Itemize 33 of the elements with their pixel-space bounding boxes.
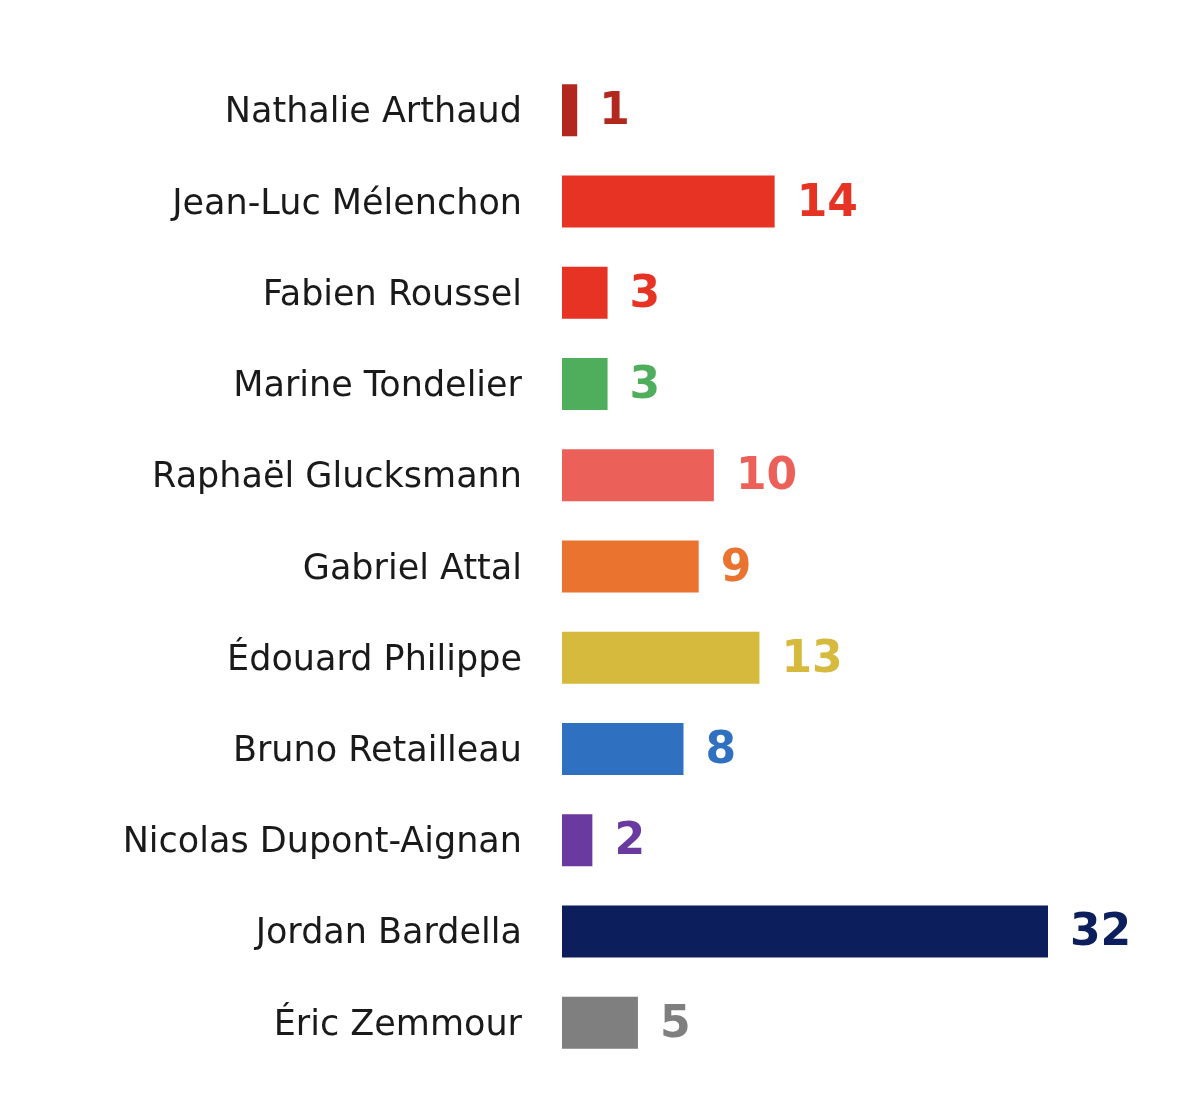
y-tick-label: Éric Zemmour bbox=[273, 1001, 523, 1043]
bar bbox=[562, 631, 760, 684]
data-label: 9 bbox=[720, 539, 752, 591]
y-tick-label: Gabriel Attal bbox=[302, 546, 522, 587]
bar bbox=[562, 266, 608, 319]
y-tick-label: Jordan Bardella bbox=[253, 911, 522, 952]
bar bbox=[562, 722, 684, 775]
y-tick-label: Bruno Retailleau bbox=[232, 729, 522, 769]
data-label: 8 bbox=[705, 722, 737, 773]
y-tick-label: Édouard Philippe bbox=[227, 636, 522, 678]
data-label: 5 bbox=[659, 995, 691, 1047]
data-label: 1 bbox=[599, 83, 630, 135]
data-label: 10 bbox=[735, 448, 798, 500]
bar bbox=[562, 449, 714, 502]
bar bbox=[562, 84, 578, 137]
bar bbox=[562, 358, 608, 411]
bar bbox=[562, 814, 593, 867]
data-label: 14 bbox=[796, 174, 858, 226]
bar bbox=[562, 540, 699, 593]
y-tick-label: Raphaël Glucksmann bbox=[152, 455, 522, 496]
data-label: 3 bbox=[629, 357, 661, 408]
y-tick-label: Nicolas Dupont-Aignan bbox=[122, 820, 522, 861]
data-label: 32 bbox=[1070, 904, 1132, 956]
y-tick-label: Jean-Luc Mélenchon bbox=[170, 181, 522, 222]
data-label: 13 bbox=[781, 630, 843, 682]
bar bbox=[562, 996, 638, 1049]
data-label: 2 bbox=[614, 813, 645, 865]
bar bbox=[562, 905, 1048, 958]
y-tick-label: Nathalie Arthaud bbox=[224, 90, 522, 131]
y-tick-label: Marine Tondelier bbox=[233, 364, 523, 404]
bar bbox=[562, 175, 775, 228]
y-tick-label: Fabien Roussel bbox=[262, 272, 522, 313]
data-label: 3 bbox=[629, 265, 661, 317]
